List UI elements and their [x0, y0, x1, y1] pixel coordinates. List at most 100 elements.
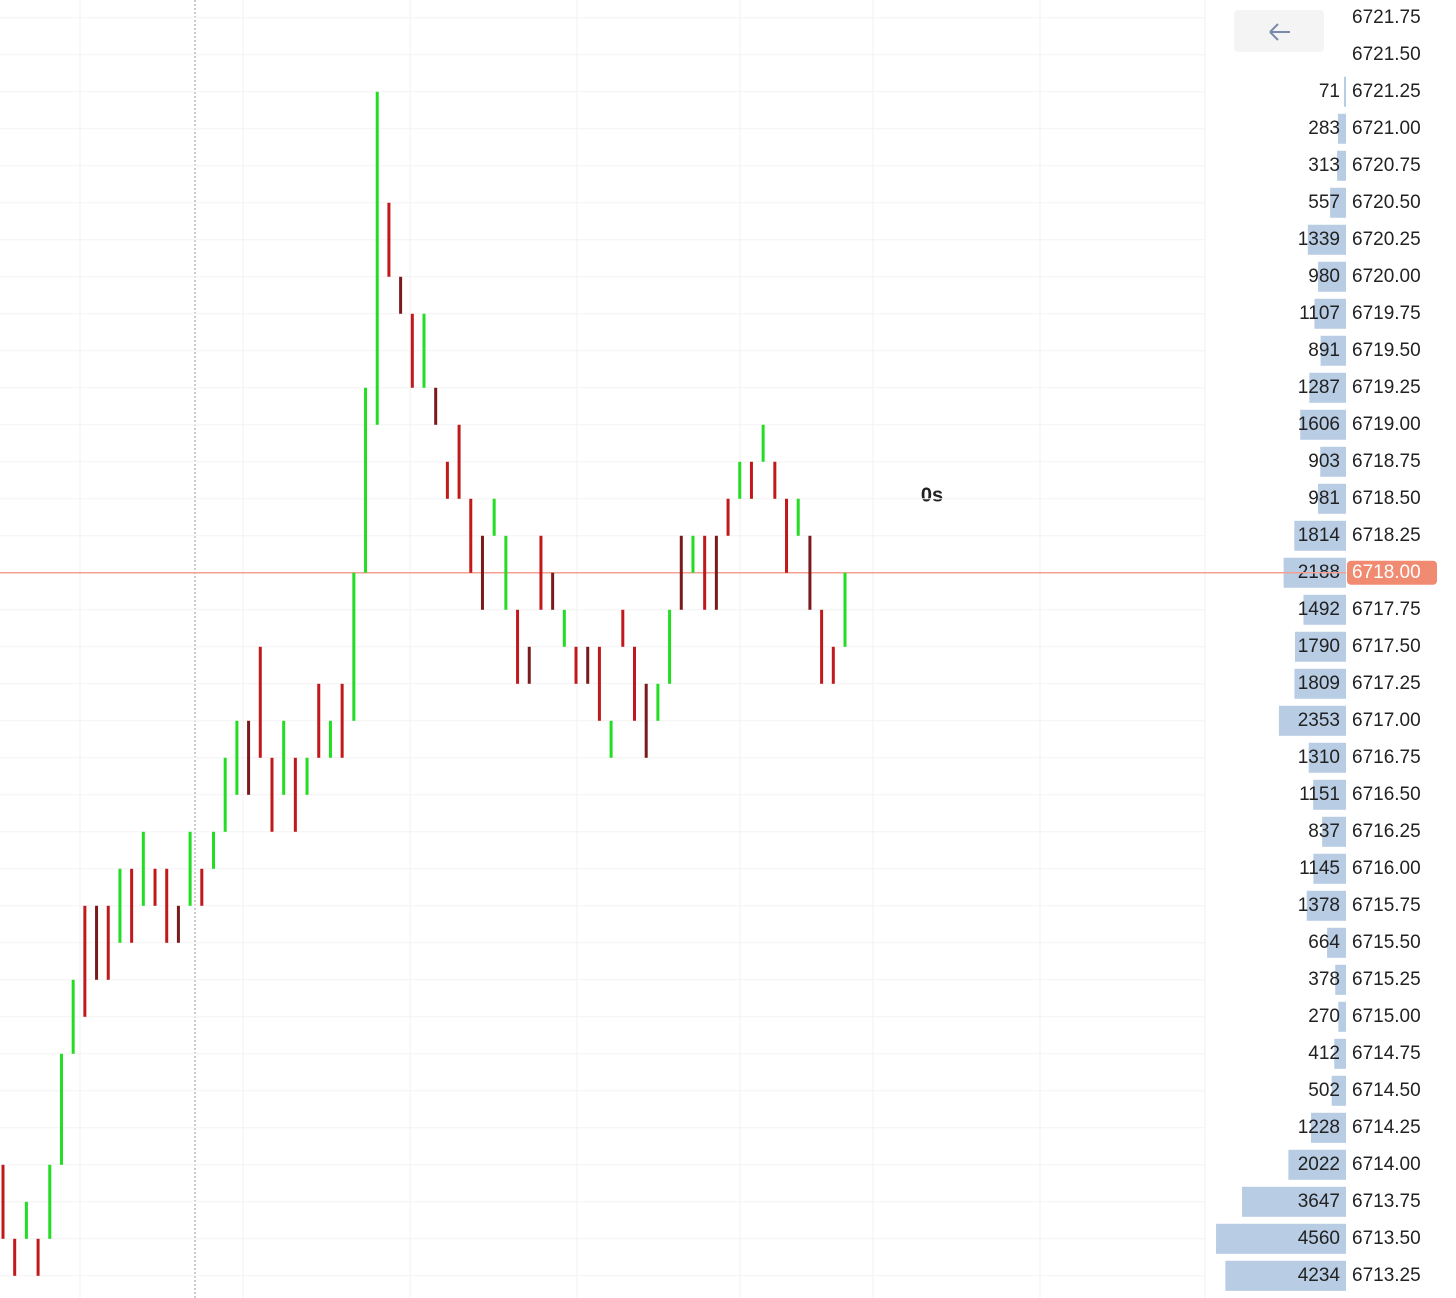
volume-label: 891: [1308, 340, 1340, 361]
tick-bar: [679, 535, 683, 610]
tick-bar: [831, 646, 835, 684]
volume-bar: [1303, 594, 1346, 625]
tick-bar: [808, 535, 812, 610]
price-tick-label: 6720.00: [1352, 266, 1421, 287]
price-tick-label: 6713.75: [1352, 1191, 1421, 1212]
price-tick-label: 6714.50: [1352, 1080, 1421, 1101]
volume-bar: [1327, 927, 1346, 958]
tick-bar: [469, 498, 473, 573]
tick-bar: [410, 313, 414, 388]
price-tick-label: 6719.50: [1352, 340, 1421, 361]
volume-bar: [1309, 372, 1346, 403]
price-tick-label: 6720.25: [1352, 229, 1421, 250]
price-tick-label: 6715.50: [1352, 932, 1421, 953]
tick-bar: [445, 461, 449, 499]
timer: 0s: [921, 484, 943, 506]
volume-bar: [1307, 224, 1346, 255]
tick-bar: [457, 424, 461, 499]
tick-bar: [562, 609, 566, 647]
tick-bar: [633, 646, 636, 721]
tick-bar: [597, 646, 601, 721]
volume-bar: [1294, 631, 1346, 662]
volume-label: 2353: [1298, 710, 1340, 731]
tick-bar: [843, 572, 847, 647]
tick-bar: [95, 905, 99, 980]
tick-bar: [317, 683, 321, 758]
tick-bar: [656, 683, 660, 721]
volume-label: 1814: [1298, 525, 1341, 546]
current-price-box: [1347, 560, 1437, 585]
volume-bar: [1294, 520, 1346, 551]
volume-label: 3647: [1298, 1191, 1340, 1212]
volume-bar: [1320, 446, 1346, 477]
price-tick-label: 6717.25: [1352, 673, 1421, 694]
tick-bar: [504, 535, 508, 610]
volume-label: 412: [1308, 1043, 1340, 1064]
volume-bar: [1300, 409, 1346, 440]
tick-bar: [71, 979, 75, 1054]
volume-bar: [1311, 1112, 1346, 1143]
price-tick-label: 6719.25: [1352, 377, 1421, 398]
tick-bar: [36, 1238, 40, 1276]
tick-bar: [270, 757, 274, 832]
price-tick-label: 6715.75: [1352, 895, 1421, 916]
price-tick-label: 6717.00: [1352, 710, 1421, 731]
price-tick-label: 6720.75: [1352, 155, 1421, 176]
volume-label: 1228: [1298, 1117, 1340, 1138]
tick-bar: [24, 1201, 28, 1239]
price-tick-label: 6721.25: [1352, 81, 1421, 102]
tick-bar: [141, 831, 145, 906]
volume-bar: [1338, 1001, 1346, 1032]
tick-bar: [714, 535, 718, 610]
volume-label: 1151: [1299, 784, 1340, 805]
volume-label: 71: [1319, 81, 1340, 102]
volume-label: 1606: [1298, 414, 1340, 435]
volume-label: 4560: [1298, 1228, 1340, 1249]
tick-bar: [212, 831, 215, 869]
volume-bar: [1318, 483, 1346, 514]
price-tick-label: 6715.25: [1352, 969, 1421, 990]
tick-bar: [773, 461, 777, 499]
tick-bar: [305, 757, 309, 795]
tick-bar: [328, 720, 332, 758]
tick-bar: [527, 646, 531, 684]
tick-bar: [352, 572, 356, 721]
price-tick-label: 6721.75: [1352, 7, 1421, 28]
price-tick-label: 6715.00: [1352, 1006, 1421, 1027]
volume-label: 283: [1308, 118, 1340, 139]
vertical-grid: [79, 0, 1206, 1298]
volume-bar: [1225, 1260, 1346, 1291]
price-tick-label: 6714.00: [1352, 1154, 1421, 1175]
price-tick-label: 6717.75: [1352, 599, 1421, 620]
back-button[interactable]: [1234, 10, 1324, 52]
tick-bar: [13, 1238, 17, 1276]
volume-bar: [1322, 816, 1346, 847]
volume-bar: [1314, 298, 1346, 329]
tick-bar: [223, 757, 227, 832]
tick-bar: [118, 868, 122, 943]
price-tick-label: 6719.75: [1352, 303, 1421, 324]
tick-bar: [785, 498, 789, 573]
volume-bar: [1306, 890, 1346, 921]
tick-bar: [387, 202, 391, 277]
volume-bar: [1294, 668, 1346, 699]
volume-label: 1107: [1299, 303, 1340, 324]
volume-label: 1145: [1299, 858, 1340, 879]
tick-bar: [551, 572, 555, 610]
volume-bar: [1343, 76, 1346, 107]
price-tick-label: 6718.75: [1352, 451, 1421, 472]
tick-bar: [293, 757, 297, 832]
price-tick-label: 6714.75: [1352, 1043, 1421, 1064]
price-tick-label: 6713.50: [1352, 1228, 1421, 1249]
back-arrow-icon[interactable]: [1269, 23, 1290, 41]
price-tick-label: 6721.50: [1352, 44, 1421, 65]
tick-bar: [726, 498, 730, 536]
volume-label: 378: [1308, 969, 1340, 990]
price-tick-label: 6716.75: [1352, 747, 1421, 768]
volume-bar: [1313, 779, 1346, 810]
volume-label: 2022: [1298, 1154, 1340, 1175]
tick-bar: [691, 535, 695, 573]
volume-label: 1492: [1298, 599, 1340, 620]
tick-bar: [761, 424, 765, 462]
